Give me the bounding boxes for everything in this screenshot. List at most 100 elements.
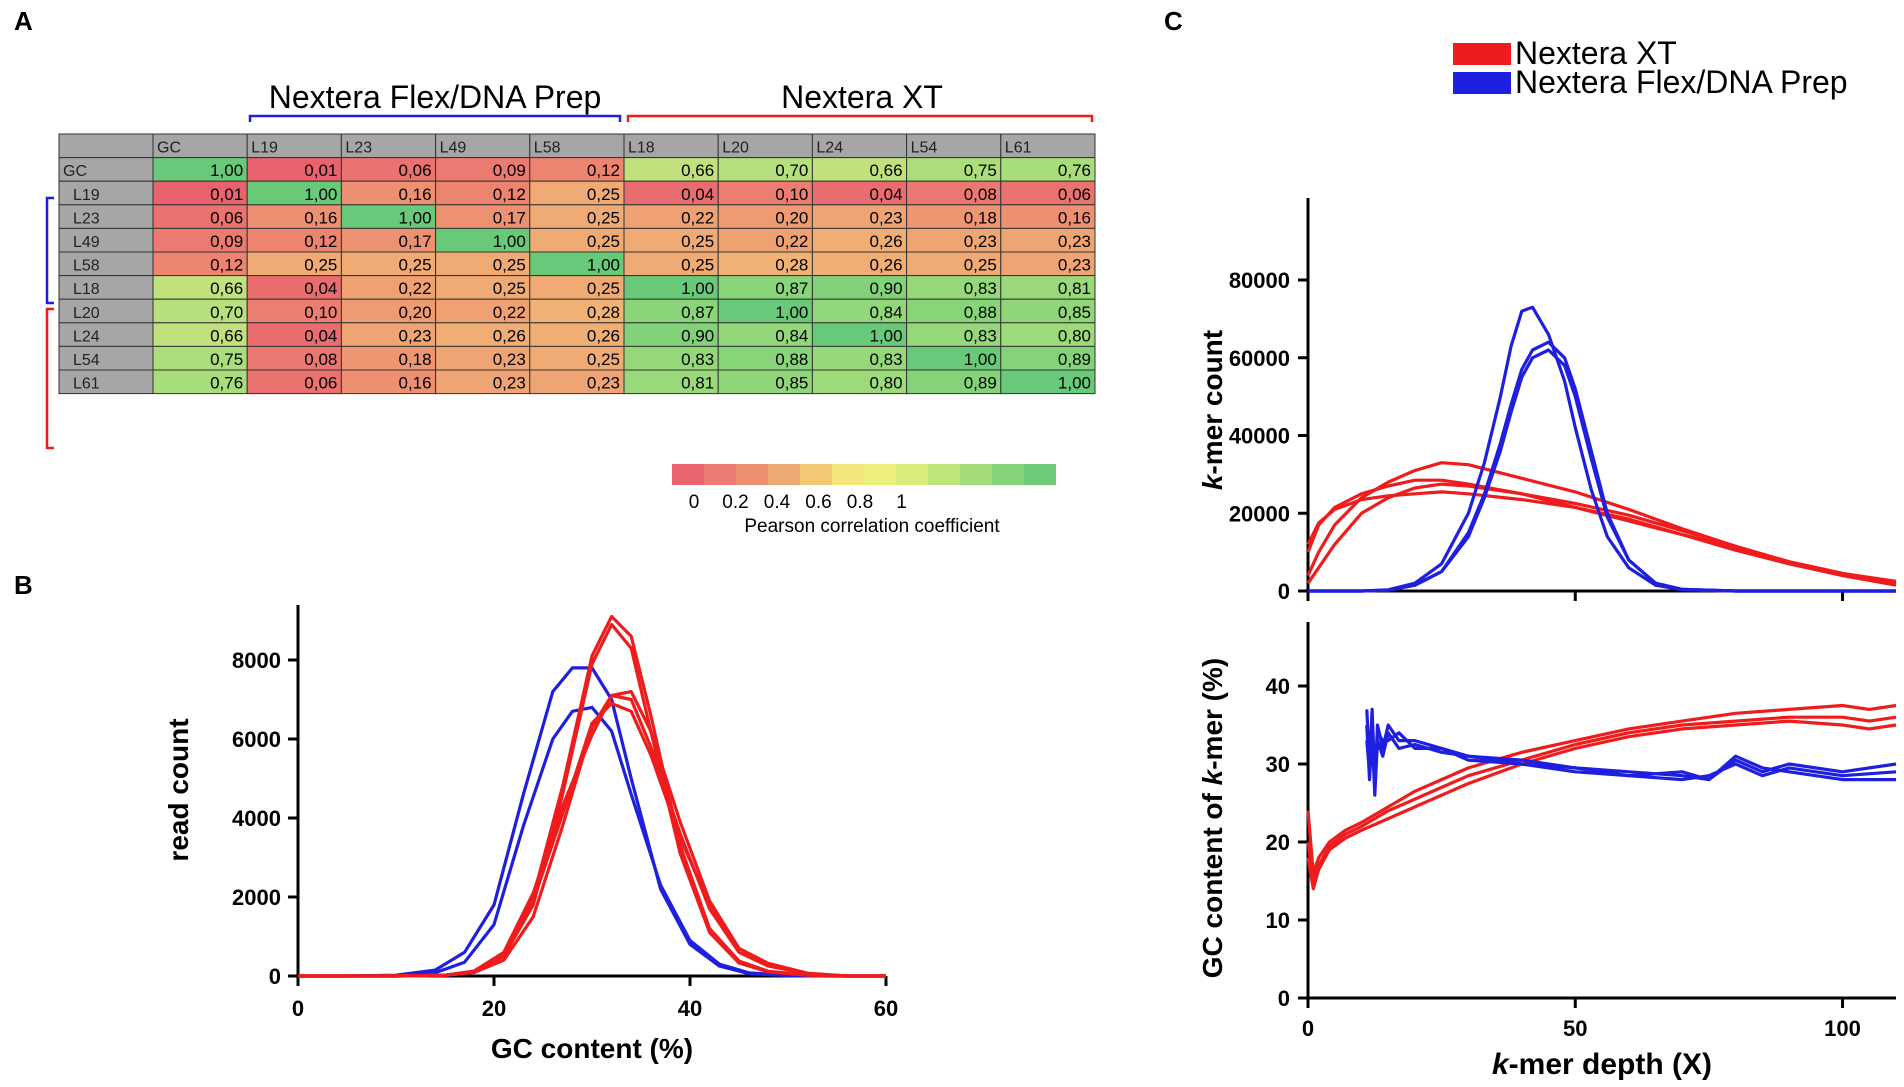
heatmap-value: 0,22: [681, 208, 714, 227]
heatmap-value: 0,83: [964, 326, 997, 345]
series-line-nextera-flex: [298, 666, 886, 978]
group-bracket-xt: [626, 114, 1094, 122]
b-y-tick-label: 6000: [232, 727, 281, 752]
heatmap-value: 0,12: [587, 161, 620, 180]
series-line-nextera-xt: [298, 701, 886, 978]
cb-x-tick-label: 50: [1563, 1016, 1587, 1041]
series-line-nextera-flex: [1308, 340, 1896, 593]
cb-y-label-part1: GC content of: [1197, 785, 1228, 978]
color-scale-tick: 0.6: [805, 492, 831, 513]
b-x-tick-label: 60: [874, 996, 898, 1021]
legend-label-flex: Nextera Flex/DNA Prep: [1515, 64, 1848, 100]
series-line-nextera-xt: [1306, 490, 1897, 587]
heatmap-value: 0,16: [304, 208, 337, 227]
heatmap-value: 0,66: [870, 161, 903, 180]
heatmap-value: 0,23: [870, 208, 903, 227]
cb-y-tick-label: 30: [1266, 752, 1290, 777]
ct-y-axis-label: k-mer count: [1197, 330, 1228, 490]
heatmap-value: 0,09: [493, 161, 526, 180]
heatmap-value: 0,80: [1058, 326, 1091, 345]
series-line-nextera-xt: [1306, 482, 1897, 585]
b-y-axis-label: read count: [163, 718, 194, 861]
heatmap-value: 0,81: [1058, 279, 1091, 298]
color-scale-step: [1024, 464, 1056, 485]
heatmap-value: 0,06: [1058, 185, 1091, 204]
legend-swatch-flex: [1453, 72, 1511, 94]
heatmap-value: 0,25: [587, 279, 620, 298]
heatmap-value: 0,16: [399, 185, 432, 204]
heatmap-value: 0,25: [587, 208, 620, 227]
heatmap-value: 0,23: [1058, 232, 1091, 251]
ct-y-tick-label: 0: [1278, 579, 1290, 604]
heatmap-value: 0,66: [210, 326, 243, 345]
heatmap-value: 0,88: [964, 303, 997, 322]
heatmap-value: 0,04: [870, 185, 903, 204]
color-scale-step: [864, 464, 896, 485]
color-scale: 0 0.2 0.4 0.6 0.8 1 Pearson correlation coeff…: [672, 464, 1056, 537]
column-header-L19: L19: [251, 140, 278, 157]
series-line-nextera-xt: [1306, 719, 1897, 891]
heatmap-value: 0,83: [870, 350, 903, 369]
heatmap-value: 1,00: [399, 208, 432, 227]
heatmap-value: 0,09: [210, 232, 243, 251]
panel-label-b: B: [14, 570, 33, 600]
heatmap-value: 0,18: [964, 208, 997, 227]
heatmap-value: 0,10: [775, 185, 808, 204]
heatmap-value: 0,66: [210, 279, 243, 298]
series-line-nextera-xt: [1306, 715, 1897, 883]
heatmap-value: 0,04: [304, 279, 337, 298]
b-y-tick-label: 8000: [232, 648, 281, 673]
heatmap-value: 0,25: [587, 185, 620, 204]
b-x-tick-label: 20: [482, 996, 506, 1021]
heatmap-value: 0,70: [775, 161, 808, 180]
heatmap-value: 0,28: [587, 303, 620, 322]
cb-y-label-part3: -mer (%): [1197, 658, 1228, 770]
series-line-nextera-flex: [1365, 707, 1896, 782]
color-scale-tick: 1: [896, 492, 907, 513]
series-line-nextera-xt: [298, 622, 886, 978]
heatmap-value: 1,00: [304, 185, 337, 204]
heatmap-value: 0,85: [775, 374, 808, 393]
heatmap-value: 0,84: [775, 326, 808, 345]
column-header-L24: L24: [816, 140, 843, 157]
ct-y-label-rest: -mer count: [1197, 330, 1228, 475]
heatmap-value: 0,06: [210, 208, 243, 227]
heatmap-value: 0,08: [304, 350, 337, 369]
heatmap-value: 0,12: [304, 232, 337, 251]
heatmap-value: 1,00: [775, 303, 808, 322]
color-scale-step: [768, 464, 800, 485]
color-scale-step: [832, 464, 864, 485]
heatmap-value: 0,23: [587, 374, 620, 393]
heatmap-value: 0,26: [870, 232, 903, 251]
heatmap-value: 0,18: [399, 350, 432, 369]
heatmap-value: 0,76: [210, 374, 243, 393]
heatmap-value: 0,88: [775, 350, 808, 369]
heatmap-value: 0,26: [870, 256, 903, 275]
heatmap-value: 0,85: [1058, 303, 1091, 322]
row-header-L49: L49: [73, 234, 100, 251]
heatmap-value: 1,00: [681, 279, 714, 298]
heatmap-value: 0,89: [964, 374, 997, 393]
column-header-L54: L54: [911, 140, 938, 157]
heatmap-value: 0,25: [304, 256, 337, 275]
panel-label-c: C: [1164, 6, 1183, 36]
cb-y-tick-label: 40: [1266, 674, 1290, 699]
heatmap-value: 0,12: [210, 256, 243, 275]
heatmap-value: 0,83: [964, 279, 997, 298]
heatmap-value: 0,17: [493, 208, 526, 227]
ct-y-tick-label: 60000: [1229, 346, 1290, 371]
heatmap-value: 0,23: [493, 350, 526, 369]
color-scale-step: [992, 464, 1024, 485]
heatmap-value: 0,25: [399, 256, 432, 275]
heatmap-value: 0,25: [587, 350, 620, 369]
cb-x-tick-label: 0: [1302, 1016, 1314, 1041]
ct-y-tick-label: 40000: [1229, 424, 1290, 449]
color-scale-step: [704, 464, 736, 485]
color-scale-step: [800, 464, 832, 485]
column-header-L18: L18: [628, 140, 655, 157]
heatmap-value: 0,81: [681, 374, 714, 393]
group-label-flex: Nextera Flex/DNA Prep: [269, 79, 602, 115]
row-header-L20: L20: [73, 305, 100, 322]
cb-x-label-rest: -mer depth (X): [1509, 1048, 1712, 1081]
